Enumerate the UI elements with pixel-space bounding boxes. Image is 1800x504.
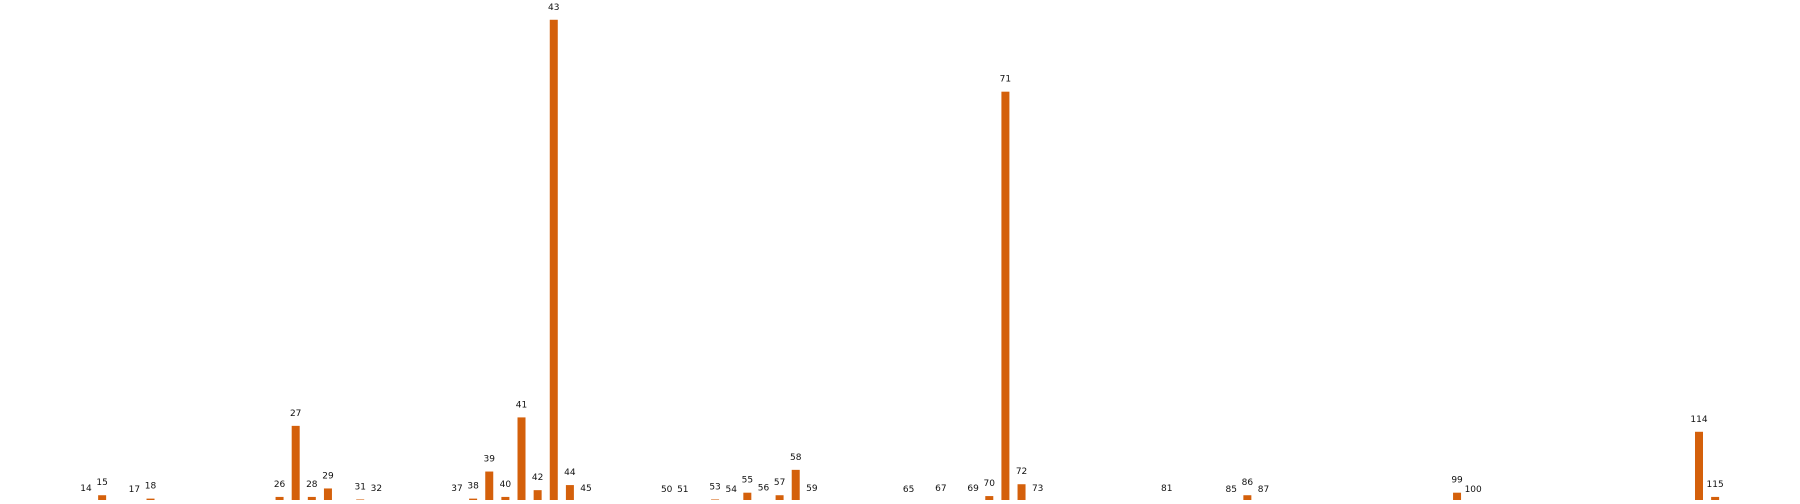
bar-label-81: 81 [1161, 484, 1172, 494]
bar-label-85: 85 [1226, 485, 1237, 495]
bar-label-27: 27 [290, 409, 301, 419]
bar-label-114: 114 [1690, 415, 1707, 425]
bar-114 [1695, 431, 1703, 502]
bar-41 [517, 417, 526, 502]
bar-label-53: 53 [709, 482, 720, 492]
bar-label-18: 18 [145, 482, 157, 492]
bar-label-17: 17 [129, 485, 140, 495]
bar-label-43: 43 [548, 3, 559, 13]
bar-label-54: 54 [725, 485, 737, 495]
bar-label-50: 50 [661, 485, 673, 495]
bar-29 [323, 488, 332, 502]
bar-label-38: 38 [467, 482, 479, 492]
bar-label-71: 71 [1000, 75, 1011, 85]
bar-label-70: 70 [984, 479, 996, 489]
bar-43 [549, 19, 558, 503]
bar-26 [275, 496, 284, 502]
bar-71 [1001, 91, 1010, 503]
bar-label-67: 67 [935, 484, 946, 494]
bar-label-44: 44 [564, 468, 576, 478]
bar-58 [791, 469, 800, 502]
bar-28 [307, 496, 316, 502]
bar-label-56: 56 [758, 483, 770, 493]
bar-label-15: 15 [96, 478, 107, 488]
bar-label-55: 55 [742, 476, 753, 486]
bar-42 [533, 490, 542, 502]
bar-99 [1453, 492, 1462, 502]
bar-label-29: 29 [322, 471, 334, 481]
bar-label-45: 45 [580, 484, 591, 494]
bar-15 [98, 495, 107, 502]
bar-72 [1017, 484, 1026, 502]
bar-label-59: 59 [806, 484, 818, 494]
bar-label-72: 72 [1016, 467, 1027, 477]
bar-55 [743, 492, 752, 502]
bar-label-14: 14 [80, 484, 92, 494]
bar-label-31: 31 [354, 482, 365, 492]
bar-label-41: 41 [516, 400, 527, 410]
bar-label-100: 100 [1465, 485, 1482, 495]
bar-label-26: 26 [274, 480, 286, 490]
bar-40 [501, 496, 510, 502]
bar-label-28: 28 [306, 480, 318, 490]
bar-label-99: 99 [1451, 476, 1463, 486]
labels-layer: 14 15 17 18 26 27 28 29 31 32 37 38 39 40 41 42 43 44 45 50… [80, 3, 1723, 495]
bar-label-42: 42 [532, 473, 543, 483]
bar-39 [485, 471, 494, 502]
bar-115 [1711, 496, 1720, 502]
bar-44 [565, 485, 574, 502]
bar-label-87: 87 [1258, 485, 1269, 495]
bar-label-40: 40 [500, 480, 512, 490]
bar-label-39: 39 [484, 455, 496, 465]
bar-70 [985, 496, 994, 502]
bar-86 [1243, 495, 1252, 502]
bars-layer [82, 19, 1720, 503]
bar-label-32: 32 [371, 484, 382, 494]
bar-label-69: 69 [967, 484, 979, 494]
bar-57 [775, 495, 784, 502]
bar-label-65: 65 [903, 485, 914, 495]
bar-label-115: 115 [1707, 480, 1724, 490]
bar-label-86: 86 [1242, 478, 1254, 488]
bar-label-58: 58 [790, 453, 802, 463]
bar-label-57: 57 [774, 478, 785, 488]
bar-label-73: 73 [1032, 484, 1043, 494]
bar-label-51: 51 [677, 485, 688, 495]
bar-27 [291, 425, 300, 502]
bar-label-37: 37 [451, 484, 462, 494]
